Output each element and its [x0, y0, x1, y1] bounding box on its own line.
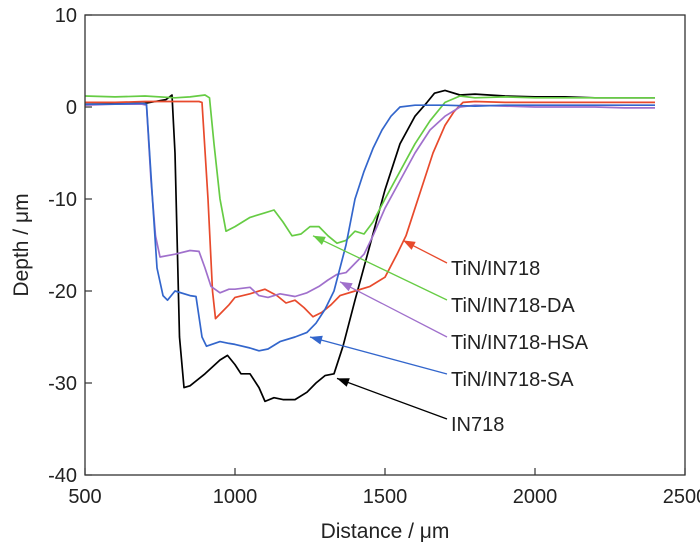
- series-line-tin-in718-da: [84, 94, 655, 245]
- series-line-tin-in718: [85, 100, 655, 320]
- x-tick-label: 2000: [513, 486, 558, 508]
- legend-label: TiN/IN718: [451, 258, 540, 280]
- leader-line: [312, 235, 448, 301]
- x-tick-label: 1000: [213, 486, 258, 508]
- leader-layer: [309, 235, 448, 420]
- legend-label: TiN/IN718-DA: [451, 295, 575, 317]
- x-tick-label: 500: [68, 486, 101, 508]
- x-axis-label: Distance / μm: [321, 520, 450, 543]
- legend-label: TiN/IN718-HSA: [451, 332, 589, 354]
- tick-layer: 500 1000 1500 2000 2500 10 0 -10 -20 -30 -40: [48, 5, 700, 508]
- y-tick-label: 10: [55, 5, 77, 27]
- y-tick-label: -30: [48, 373, 77, 395]
- series-layer: [84, 89, 655, 403]
- x-tick-label: 1500: [363, 486, 408, 508]
- leader-arrowhead: [403, 240, 416, 250]
- plot-frame: [84, 14, 686, 476]
- y-tick-label: 0: [66, 97, 77, 119]
- leader-line: [309, 336, 448, 375]
- y-tick-label: -40: [48, 465, 77, 487]
- legend-label: TiN/IN718-SA: [451, 369, 574, 391]
- leader-arrowhead: [313, 235, 326, 245]
- leader-line: [336, 377, 448, 420]
- y-tick-label: -10: [48, 189, 77, 211]
- series-line-tin-in718-hsa: [84, 103, 655, 299]
- series-line-tin-in718-sa: [85, 102, 655, 352]
- leader-arrowhead: [337, 378, 350, 387]
- leader-line: [339, 281, 448, 338]
- legend-layer: TiN/IN718 TiN/IN718-DA TiN/IN718-HSA TiN/IN…: [451, 258, 589, 436]
- y-tick-label: -20: [48, 281, 77, 303]
- x-tick-label: 2500: [663, 486, 700, 508]
- leader-arrowhead: [340, 281, 353, 292]
- y-axis-label: Depth / μm: [10, 193, 33, 296]
- series-line-in718: [84, 89, 655, 403]
- leader-arrowhead: [310, 335, 323, 345]
- legend-label: IN718: [451, 414, 504, 436]
